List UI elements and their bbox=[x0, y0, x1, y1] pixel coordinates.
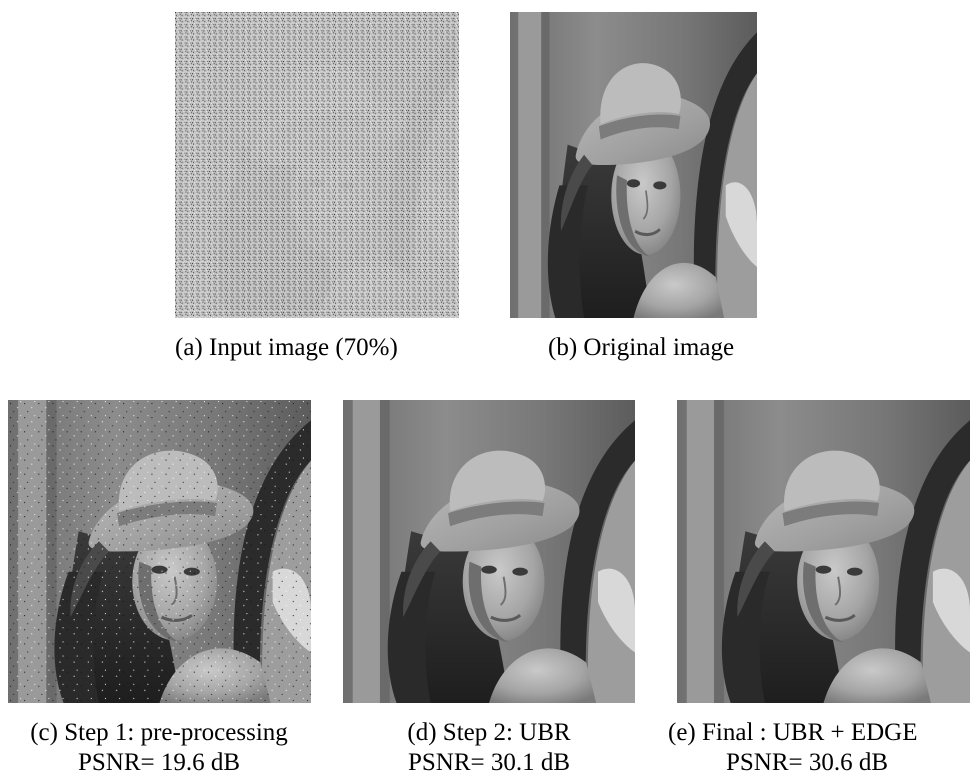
original-image bbox=[510, 12, 757, 318]
caption-b-text: (b) Original image bbox=[548, 334, 735, 361]
input-image bbox=[175, 12, 459, 318]
caption-a: (a) Input image (70%) bbox=[175, 333, 475, 363]
caption-e: (e) Final : UBR + EDGE PSNR= 30.6 dB bbox=[668, 718, 970, 778]
caption-a-text: (a) Input image (70%) bbox=[175, 334, 398, 361]
caption-e-text: (e) Final : UBR + EDGE bbox=[668, 719, 918, 746]
caption-c-psnr: PSNR= 19.6 dB bbox=[77, 749, 241, 776]
caption-b: (b) Original image bbox=[548, 333, 788, 363]
caption-d-text: (d) Step 2: UBR bbox=[407, 719, 571, 746]
caption-d-psnr: PSNR= 30.1 dB bbox=[407, 749, 571, 776]
caption-d: (d) Step 2: UBR PSNR= 30.1 dB bbox=[330, 718, 648, 778]
final-ubr-edge-image bbox=[677, 400, 970, 703]
step1-preprocessing-image bbox=[8, 400, 311, 703]
step2-ubr-image bbox=[343, 400, 635, 703]
caption-c: (c) Step 1: pre-processing PSNR= 19.6 dB bbox=[0, 718, 318, 778]
caption-e-psnr: PSNR= 30.6 dB bbox=[726, 749, 889, 776]
caption-c-text: (c) Step 1: pre-processing bbox=[30, 719, 288, 746]
